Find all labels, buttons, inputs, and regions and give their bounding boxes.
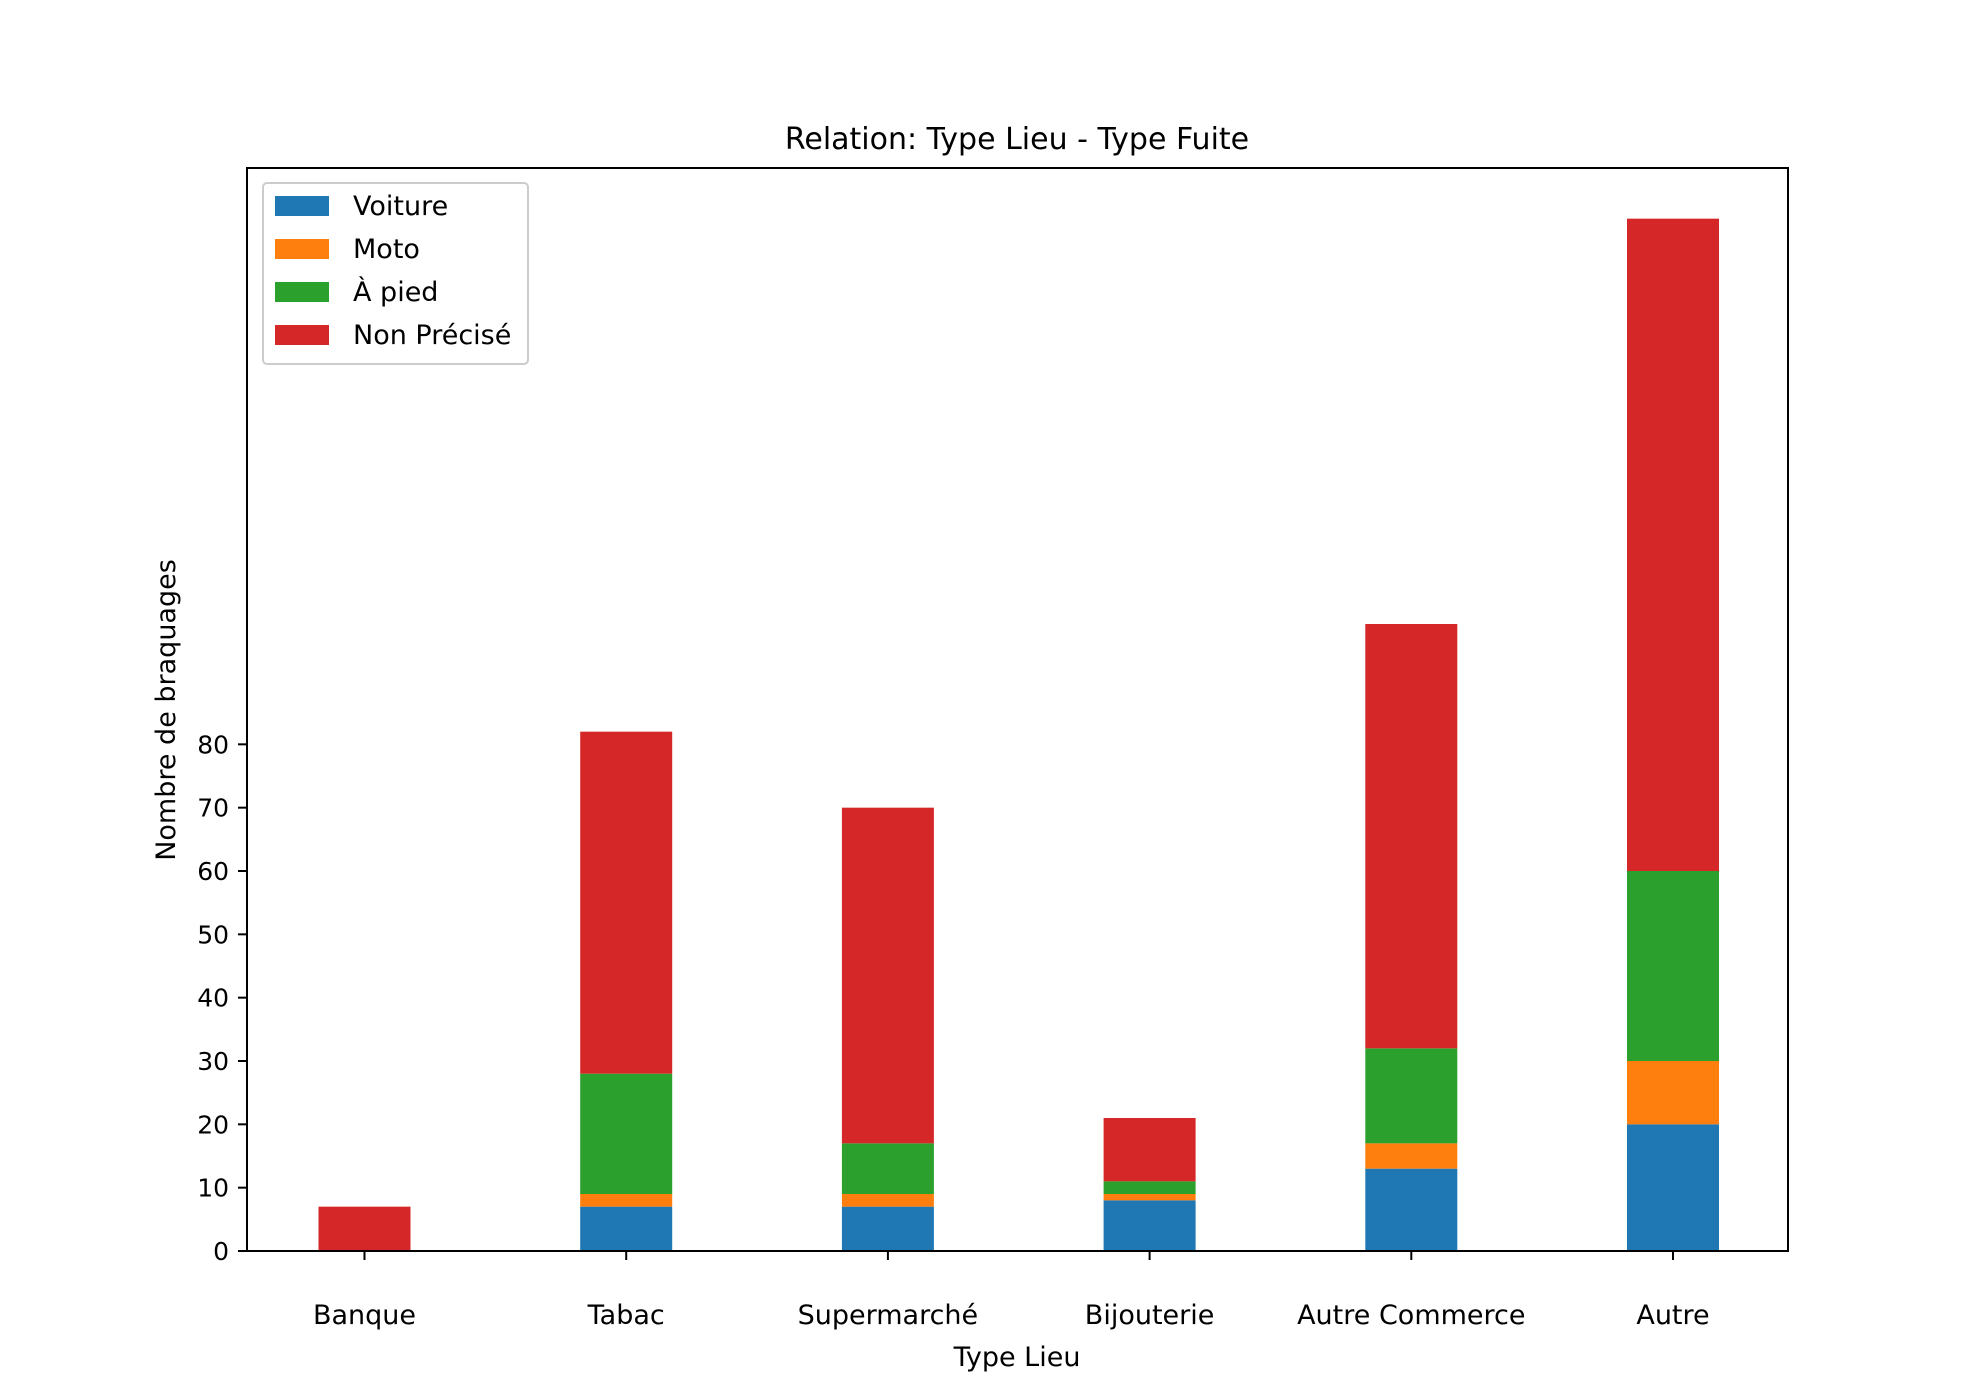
chart-title: Relation: Type Lieu - Type Fuite xyxy=(785,122,1249,157)
legend-label: À pied xyxy=(353,276,438,308)
x-tick-label: Autre xyxy=(1636,1300,1709,1331)
legend-label: Non Précisé xyxy=(353,320,511,351)
legend-box xyxy=(262,182,529,365)
bar-3-series-0 xyxy=(1103,1200,1196,1251)
bar-4-series-1 xyxy=(1365,1143,1458,1169)
bar-5-series-0 xyxy=(1627,1124,1719,1251)
y-tick-label: 20 xyxy=(197,1110,229,1139)
bar-5-series-1 xyxy=(1627,1061,1719,1125)
y-tick-label: 50 xyxy=(197,920,229,949)
legend-label: Moto xyxy=(353,234,420,265)
y-axis-label: Nombre de braquages xyxy=(151,559,182,861)
bar-1-series-2 xyxy=(580,1073,673,1194)
bar-3-series-2 xyxy=(1103,1181,1196,1194)
bar-2-series-0 xyxy=(841,1206,934,1251)
x-tick-label: Supermarché xyxy=(798,1300,979,1331)
bars-layer xyxy=(318,218,1719,1251)
y-tick-label: 0 xyxy=(213,1237,229,1266)
bar-2-series-2 xyxy=(841,1143,934,1194)
x-tick-label: Banque xyxy=(313,1300,416,1331)
bar-3-series-1 xyxy=(1103,1194,1196,1201)
bar-1-series-1 xyxy=(580,1194,673,1207)
legend: Voiture Moto À pied Non Précisé xyxy=(262,182,529,365)
bar-2-series-3 xyxy=(841,807,934,1144)
bar-4-series-0 xyxy=(1365,1168,1458,1251)
y-axis: 0 10 20 30 40 50 60 70 80 xyxy=(197,730,247,1266)
x-tick-label: Bijouterie xyxy=(1085,1300,1215,1331)
legend-swatch xyxy=(275,325,329,345)
legend-swatch xyxy=(275,196,329,216)
x-tick-label: Autre Commerce xyxy=(1297,1300,1525,1331)
y-tick-label: 40 xyxy=(197,984,229,1013)
bar-3-series-3 xyxy=(1103,1118,1196,1182)
bar-5-series-2 xyxy=(1627,871,1719,1061)
x-tick-label: Tabac xyxy=(587,1300,665,1331)
y-tick-label: 80 xyxy=(197,730,229,759)
plot-frame xyxy=(246,167,1789,1252)
bar-1-series-0 xyxy=(580,1206,673,1251)
bar-0-series-3 xyxy=(318,1206,411,1251)
bar-1-series-3 xyxy=(580,731,673,1074)
y-tick-label: 30 xyxy=(197,1047,229,1076)
legend-label: Voiture xyxy=(353,191,448,222)
bar-5-series-3 xyxy=(1627,218,1719,871)
y-tick-label: 10 xyxy=(197,1174,229,1203)
legend-swatch xyxy=(275,282,329,302)
x-axis: Banque Tabac Supermarché Bijouterie Autre Co… xyxy=(313,1251,1710,1331)
y-tick-label: 70 xyxy=(197,794,229,823)
bar-2-series-1 xyxy=(841,1194,934,1207)
legend-swatch xyxy=(275,239,329,259)
x-axis-label: Type Lieu xyxy=(953,1342,1081,1373)
y-tick-label: 60 xyxy=(197,857,229,886)
bar-4-series-3 xyxy=(1365,624,1458,1049)
bar-4-series-2 xyxy=(1365,1048,1458,1144)
